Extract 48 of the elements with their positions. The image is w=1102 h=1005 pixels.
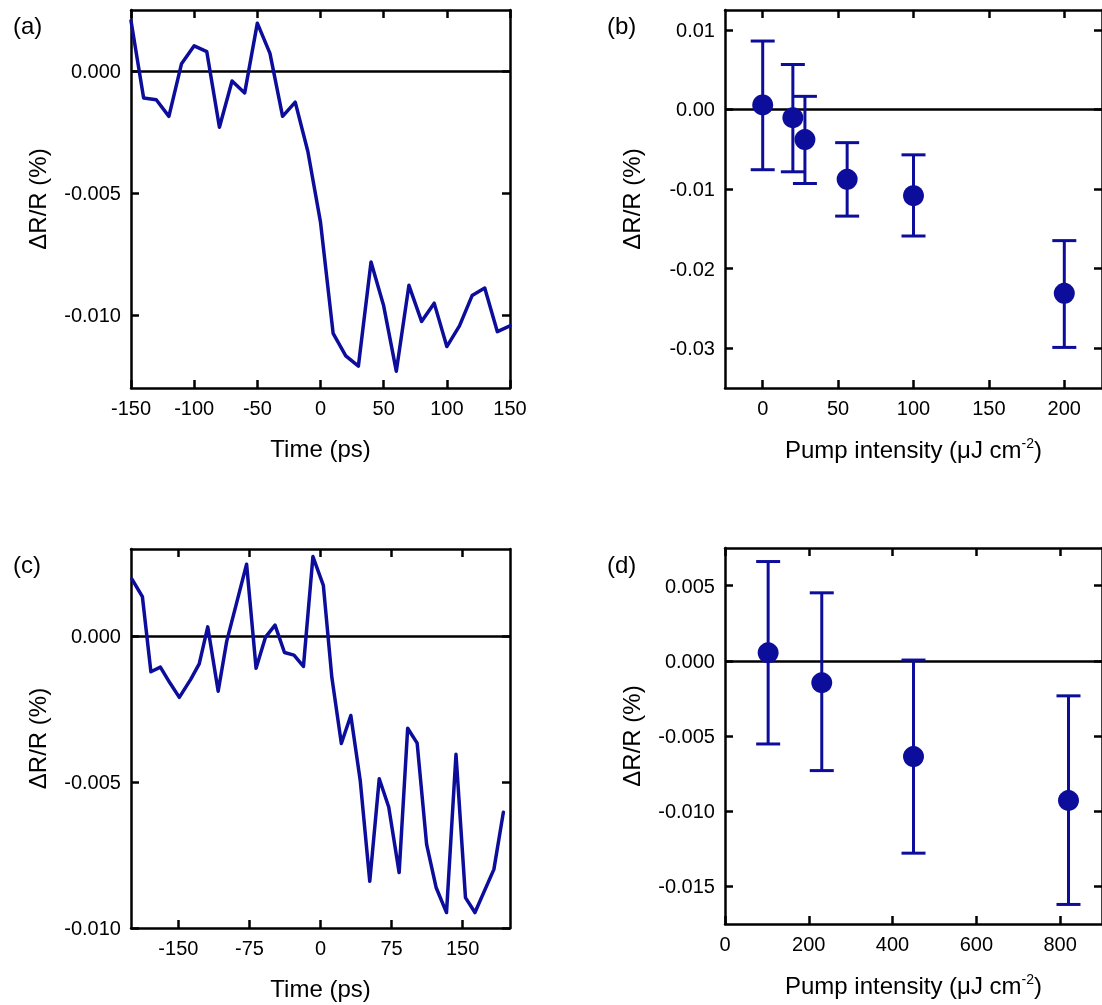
x-tick-label: -100	[174, 397, 215, 419]
y-tick-label: -0.015	[658, 875, 715, 898]
chart-title: (b)	[607, 11, 637, 39]
x-tick-label: 400	[875, 933, 910, 955]
y-tick-label: -0.005	[64, 181, 121, 204]
x-tick-label: 150	[445, 937, 480, 959]
x-tick-label: -50	[242, 397, 272, 419]
y-tick-label: 0.00	[676, 98, 715, 121]
y-tick-label: -0.005	[64, 771, 121, 794]
x-tick-label: 50	[372, 397, 395, 419]
x-tick-label: -75	[234, 937, 264, 959]
chart-title: (c)	[13, 550, 41, 578]
chart-title: (d)	[607, 550, 637, 578]
x-tick-label: 100	[896, 397, 931, 419]
y-tick-label: 0.005	[664, 574, 715, 597]
x-tick-label: -150	[110, 397, 152, 419]
y-tick-label: -0.02	[669, 257, 715, 280]
y-tick-label: -0.01	[669, 178, 715, 201]
x-tick-label: 150	[972, 397, 1006, 419]
x-tick-label: 100	[430, 397, 464, 419]
y-tick-label: -0.010	[64, 917, 121, 939]
x-tick-label: 800	[1043, 933, 1077, 955]
y-tick-label: 0.000	[70, 625, 121, 648]
x-tick-label: 0	[719, 933, 731, 955]
x-tick-label: 50	[826, 397, 850, 419]
x-tick-label: 150	[493, 397, 527, 419]
x-tick-label: 600	[959, 933, 994, 955]
x-tick-label: 0	[757, 397, 769, 419]
y-tick-label: 0.000	[70, 59, 121, 82]
y-axis-title: ΔR/R (%)	[23, 148, 51, 250]
y-axis-title: ΔR/R (%)	[617, 685, 645, 787]
y-tick-label: -0.010	[64, 303, 121, 326]
y-tick-label: -0.010	[658, 800, 715, 823]
x-axis-title: Time (ps)	[270, 434, 371, 462]
y-tick-label: -0.03	[669, 337, 715, 360]
x-tick-label: 0	[314, 937, 327, 959]
y-tick-label: 0.01	[676, 18, 715, 41]
y-axis-title: ΔR/R (%)	[617, 148, 645, 250]
x-tick-label: 200	[1047, 397, 1081, 419]
x-tick-label: -150	[158, 937, 199, 959]
y-tick-label: 0.000	[664, 649, 715, 672]
x-tick-label: 0	[314, 397, 327, 419]
y-tick-label: -0.005	[658, 725, 715, 747]
x-tick-label: 75	[380, 937, 403, 959]
x-axis-title: Time (ps)	[270, 974, 371, 1002]
chart-title: (a)	[13, 11, 43, 39]
x-tick-label: 200	[792, 933, 826, 955]
y-axis-title: ΔR/R (%)	[23, 687, 51, 790]
